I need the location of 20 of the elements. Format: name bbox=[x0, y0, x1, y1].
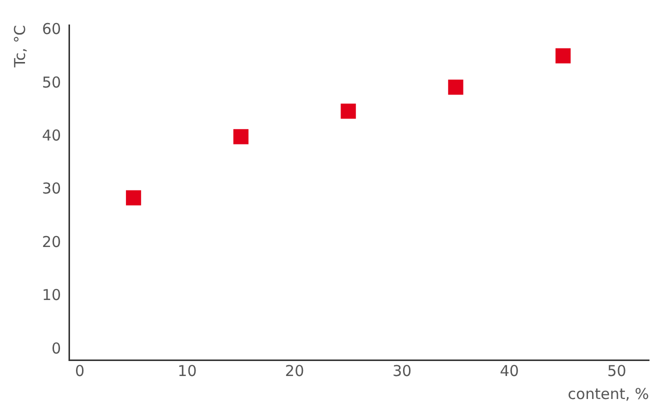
y-tick-label: 30 bbox=[42, 180, 62, 198]
x-tick-label: 0 bbox=[75, 362, 85, 380]
point bbox=[556, 48, 571, 64]
y-axis-title: Tc, °C bbox=[10, 25, 29, 68]
x-tick-label: 30 bbox=[392, 362, 412, 380]
y-tick-label: 50 bbox=[42, 73, 62, 92]
x-axis-title: content, % bbox=[568, 384, 649, 403]
y-tick-label: 10 bbox=[42, 286, 62, 304]
x-tick-label: 20 bbox=[285, 362, 304, 380]
x-tick-label: 40 bbox=[500, 362, 519, 380]
point bbox=[448, 80, 464, 95]
point bbox=[126, 190, 142, 206]
y-tick-label: 20 bbox=[42, 232, 62, 251]
y-tick-label: 0 bbox=[52, 339, 62, 358]
x-tick-label: 50 bbox=[607, 362, 626, 380]
point bbox=[340, 104, 356, 119]
x-tick-label: 10 bbox=[178, 362, 197, 380]
point bbox=[233, 129, 248, 144]
y-tick-label: 40 bbox=[42, 126, 62, 145]
y-tick-label: 60 bbox=[42, 20, 62, 38]
